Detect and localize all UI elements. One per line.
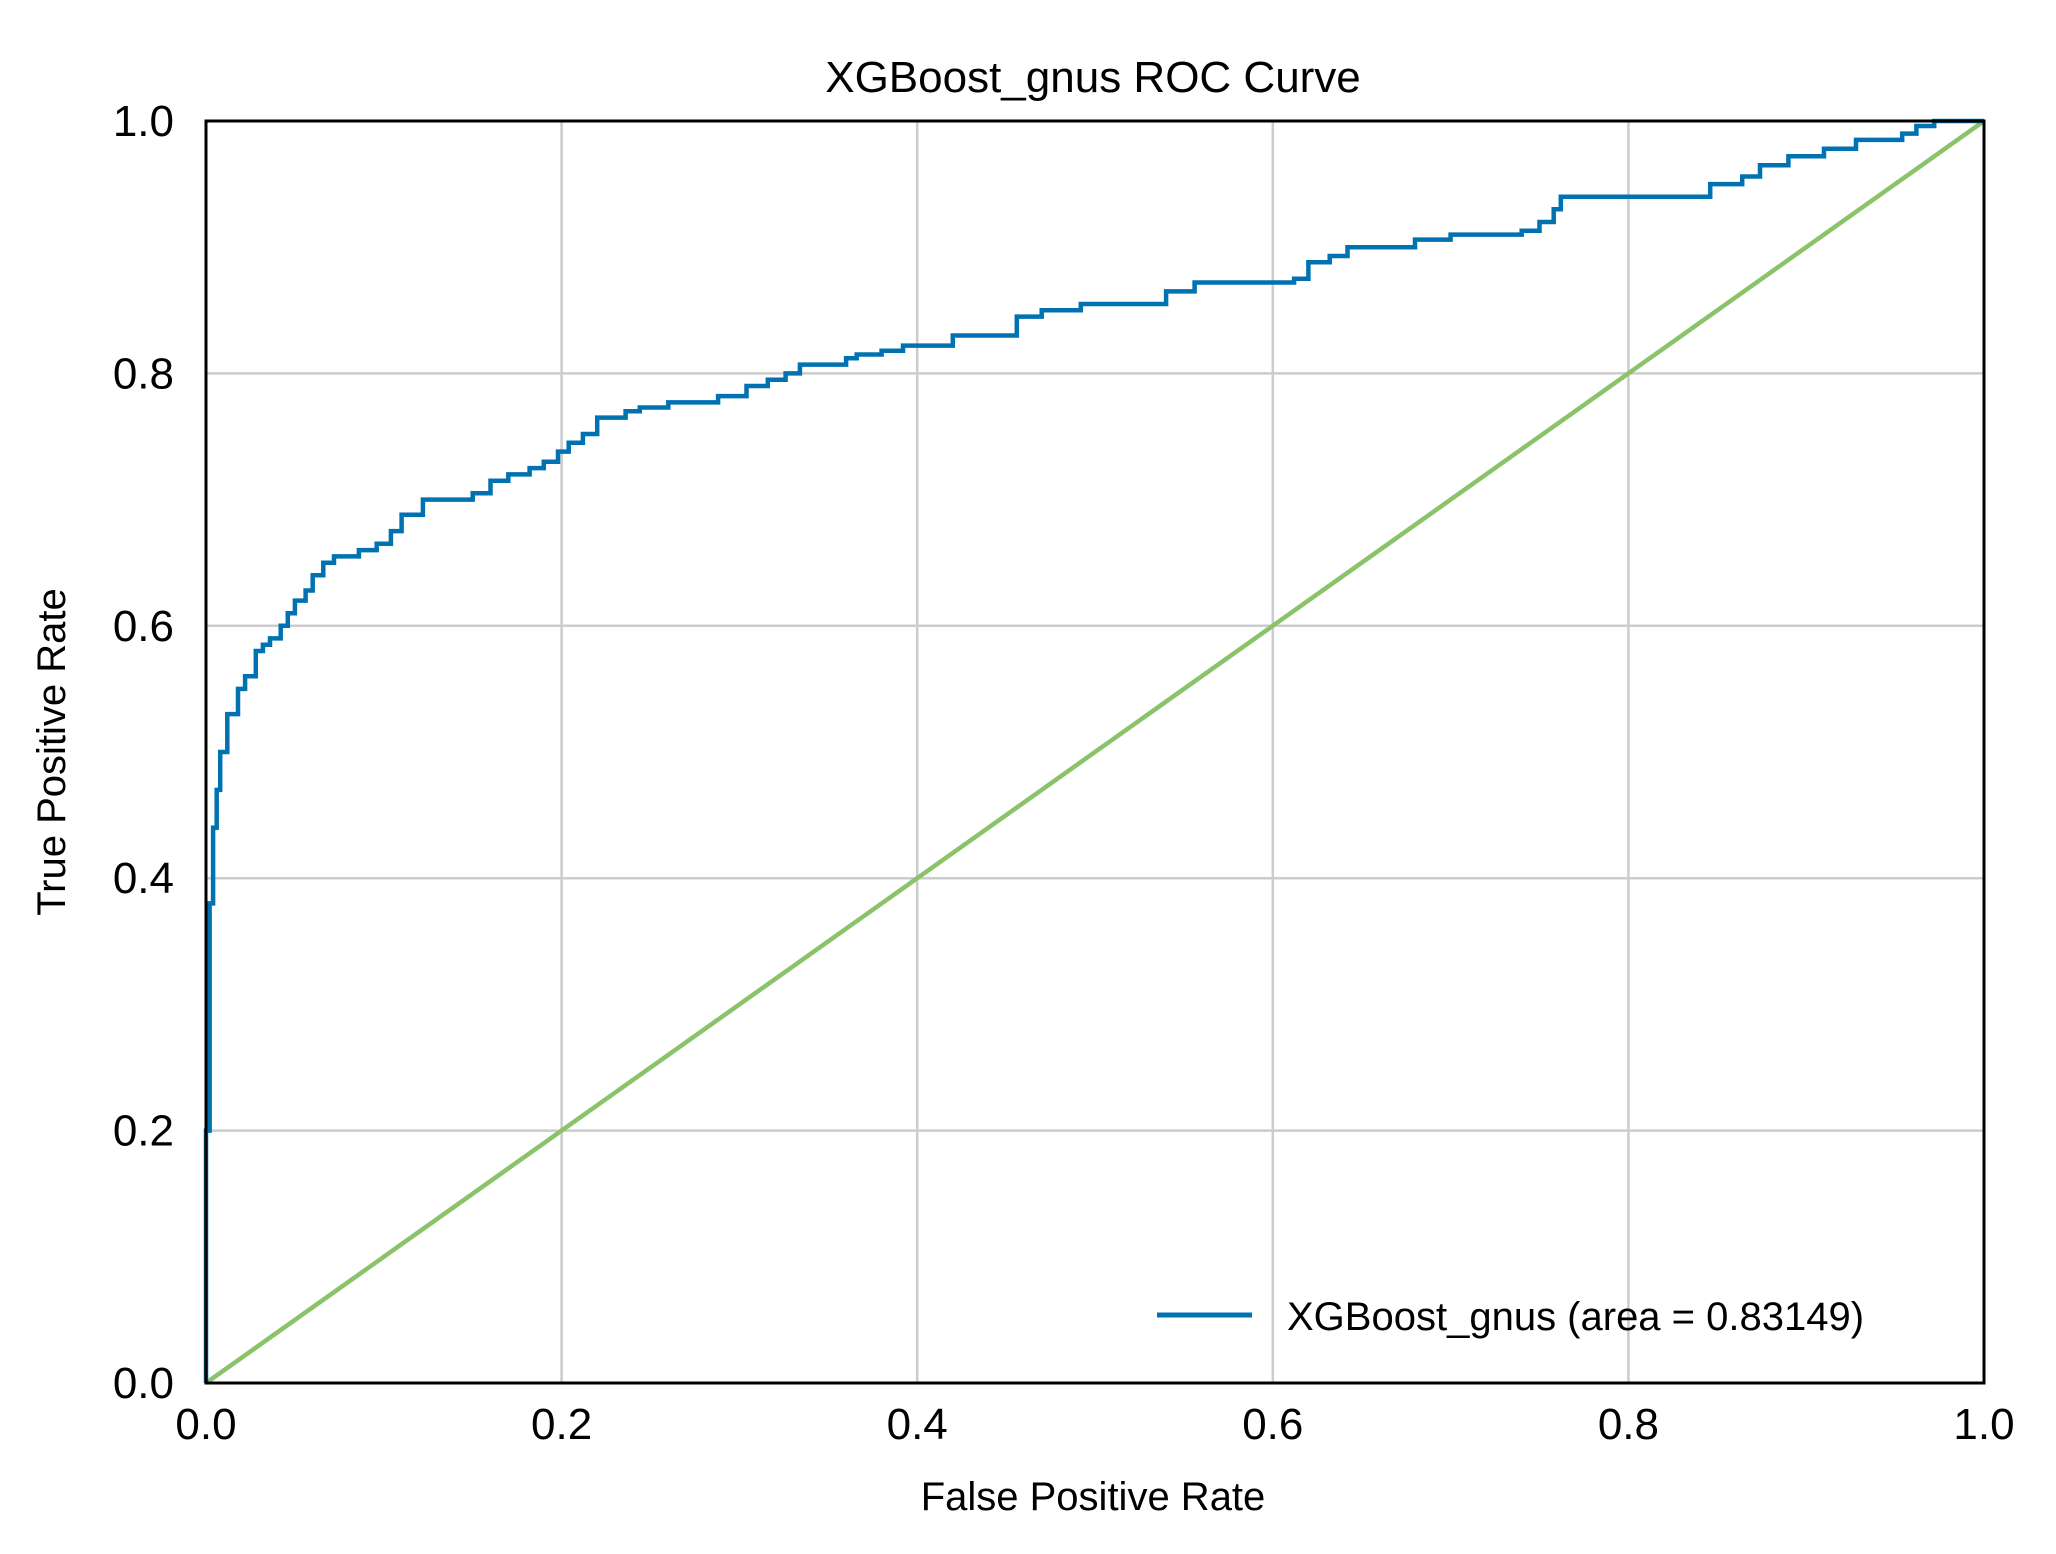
roc-curve — [203, 118, 1984, 1383]
y-tick-label: 0.0 — [113, 1359, 174, 1408]
chance-line — [204, 119, 1986, 1385]
x-tick-label: 0.4 — [887, 1400, 948, 1449]
x-tick-label: 0.6 — [1242, 1400, 1303, 1449]
x-tick-label: 0.0 — [175, 1400, 236, 1449]
x-tick-label: 0.2 — [531, 1400, 592, 1449]
y-axis-label: True Positive Rate — [30, 588, 74, 916]
chance-diagonal — [204, 119, 1986, 1385]
grid — [206, 121, 1984, 1383]
x-tick-labels: 0.0 0.2 0.4 0.6 0.8 1.0 — [175, 1400, 2014, 1449]
y-tick-label: 0.8 — [113, 349, 174, 398]
x-axis-label: False Positive Rate — [921, 1475, 1266, 1519]
chart-title: XGBoost_gnus ROC Curve — [825, 53, 1361, 102]
plot-frame — [204, 119, 1986, 1385]
legend: XGBoost_gnus (area = 0.83149) — [1157, 1295, 1864, 1339]
x-tick-label: 0.8 — [1598, 1400, 1659, 1449]
legend-label-xgboost: XGBoost_gnus (area = 0.83149) — [1287, 1295, 1864, 1339]
roc-curve-line — [203, 118, 1984, 1383]
y-tick-labels: 0.0 0.2 0.4 0.6 0.8 1.0 — [113, 97, 174, 1408]
y-tick-label: 0.6 — [113, 602, 174, 651]
x-tick-label: 1.0 — [1953, 1400, 2014, 1449]
y-tick-label: 0.4 — [113, 854, 174, 903]
y-tick-label: 0.2 — [113, 1107, 174, 1156]
y-tick-label: 1.0 — [113, 97, 174, 146]
